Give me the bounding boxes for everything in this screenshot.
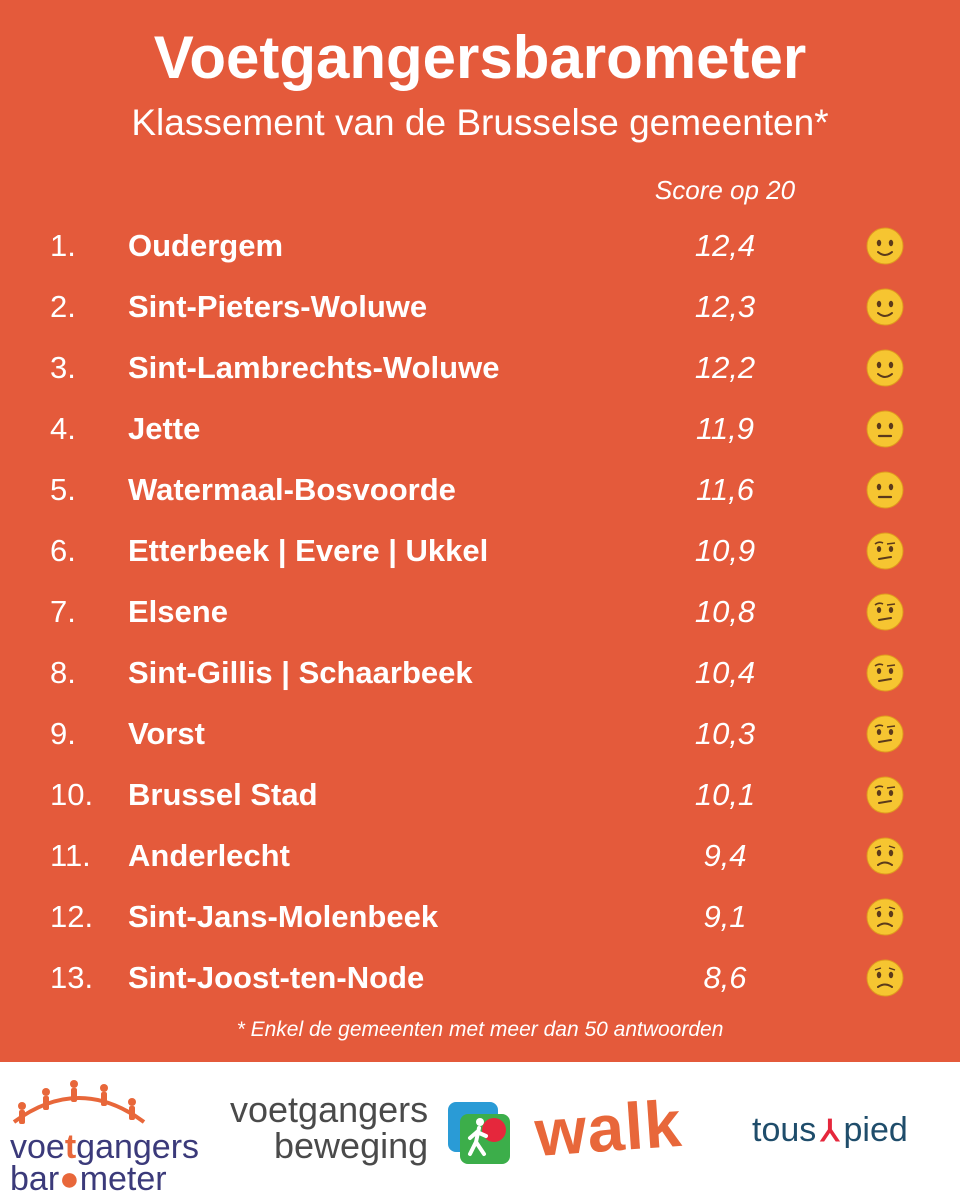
slight-smile-face-icon <box>866 227 904 265</box>
score-value: 10,3 <box>694 716 756 751</box>
score-value: 12,4 <box>694 228 756 263</box>
rank-number: 3. <box>50 350 76 385</box>
rank-number: 9. <box>50 716 76 751</box>
score-value: 11,9 <box>695 411 755 446</box>
walk-logo: walk <box>532 1086 740 1170</box>
logo-beweging-text-2: beweging <box>274 1125 429 1166</box>
rank-number: 7. <box>50 594 76 629</box>
score-value: 9,4 <box>703 838 747 873</box>
logo-tous-text: tous <box>752 1111 817 1149</box>
municipality-name: Sint-Jans-Molenbeek <box>128 899 439 934</box>
logo-barometer-text-1: voe <box>10 1128 65 1166</box>
neutral-face-icon <box>866 410 904 448</box>
score-value: 10,1 <box>694 777 756 812</box>
table-row: 11. Anderlecht 9,4 <box>0 826 960 887</box>
score-value: 9,1 <box>703 899 747 934</box>
municipality-name: Sint-Lambrechts-Woluwe <box>128 350 500 385</box>
logo-beweging-text-1: voetgangers <box>230 1089 429 1130</box>
score-value: 11,6 <box>695 472 755 507</box>
rank-number: 12. <box>50 899 94 934</box>
raised-eyebrow-face-icon <box>866 654 904 692</box>
rank-number: 5. <box>50 472 76 507</box>
tous-a-pied-logo: tous ⅄ pied <box>752 1108 957 1158</box>
raised-eyebrow-face-icon <box>866 776 904 814</box>
score-value: 10,8 <box>694 594 756 629</box>
rank-number: 13. <box>50 960 94 995</box>
worried-face-icon <box>866 898 904 936</box>
municipality-name: Vorst <box>128 716 205 751</box>
table-row: 7. Elsene 10,8 <box>0 582 960 643</box>
table-row: 9. Vorst 10,3 <box>0 704 960 765</box>
logo-barometer-text-2: gangers <box>76 1128 200 1166</box>
worried-face-icon <box>866 959 904 997</box>
table-row: 2. Sint-Pieters-Woluwe 12,3 <box>0 277 960 338</box>
ranking-poster: Voetgangersbarometer Klassement van de B… <box>0 0 960 1062</box>
table-row: 5. Watermaal-Bosvoorde 11,6 <box>0 460 960 521</box>
municipality-name: Sint-Gillis | Schaarbeek <box>128 655 473 690</box>
table-row: 4. Jette 11,9 <box>0 399 960 460</box>
score-value: 10,4 <box>694 655 756 690</box>
rank-number: 8. <box>50 655 76 690</box>
municipality-name: Sint-Joost-ten-Node <box>128 960 425 995</box>
raised-eyebrow-face-icon <box>866 715 904 753</box>
score-value: 12,3 <box>694 289 756 324</box>
page-title: Voetgangersbarometer <box>153 24 807 91</box>
logo-a-icon: ⅄ <box>820 1115 840 1148</box>
footnote: * Enkel de gemeenten met meer dan 50 ant… <box>236 1018 724 1041</box>
table-row: 12. Sint-Jans-Molenbeek 9,1 <box>0 887 960 948</box>
rank-number: 2. <box>50 289 76 324</box>
logo-walk-text: walk <box>532 1085 685 1170</box>
slight-smile-face-icon <box>866 349 904 387</box>
voetgangersbarometer-logo: voetgangers bar●meter <box>4 1068 224 1196</box>
voetgangersbeweging-logo: voetgangers beweging <box>230 1090 520 1190</box>
score-column-header: Score op 20 <box>654 175 796 205</box>
municipality-name: Brussel Stad <box>128 777 318 812</box>
walkers-arc-icon <box>12 1080 146 1124</box>
score-value: 12,2 <box>694 350 756 385</box>
raised-eyebrow-face-icon <box>866 593 904 631</box>
rank-number: 11. <box>50 838 91 873</box>
worried-face-icon <box>866 837 904 875</box>
municipality-name: Jette <box>128 411 201 446</box>
municipality-name: Oudergem <box>128 228 284 263</box>
logo-bar: voetgangers bar●meter voetgangers bewegi… <box>0 1062 960 1200</box>
table-row: 6. Etterbeek | Evere | Ukkel 10,9 <box>0 521 960 582</box>
logo-barometer-text-4: meter <box>79 1160 167 1198</box>
table-row: 3. Sint-Lambrechts-Woluwe 12,2 <box>0 338 960 399</box>
rank-number: 4. <box>50 411 76 446</box>
rank-number: 6. <box>50 533 76 568</box>
slight-smile-face-icon <box>866 288 904 326</box>
rank-number: 1. <box>50 228 76 263</box>
score-value: 8,6 <box>703 960 747 995</box>
table-row: 10. Brussel Stad 10,1 <box>0 765 960 826</box>
logo-barometer-text-3: bar <box>10 1160 60 1198</box>
page-subtitle: Klassement van de Brusselse gemeenten* <box>131 102 829 143</box>
table-row: 1. Oudergem 12,4 <box>0 216 960 277</box>
score-value: 10,9 <box>694 533 756 568</box>
neutral-face-icon <box>866 471 904 509</box>
table-row: 13. Sint-Joost-ten-Node 8,6 <box>0 948 960 1009</box>
municipality-name: Elsene <box>128 594 228 629</box>
municipality-name: Anderlecht <box>128 838 290 873</box>
table-row: 8. Sint-Gillis | Schaarbeek 10,4 <box>0 643 960 704</box>
municipality-name: Etterbeek | Evere | Ukkel <box>128 533 489 568</box>
municipality-name: Watermaal-Bosvoorde <box>128 472 456 507</box>
municipality-name: Sint-Pieters-Woluwe <box>128 289 428 324</box>
walking-person-icon <box>448 1102 510 1164</box>
raised-eyebrow-face-icon <box>866 532 904 570</box>
logo-pied-text: pied <box>843 1111 908 1149</box>
rank-number: 10. <box>50 777 94 812</box>
